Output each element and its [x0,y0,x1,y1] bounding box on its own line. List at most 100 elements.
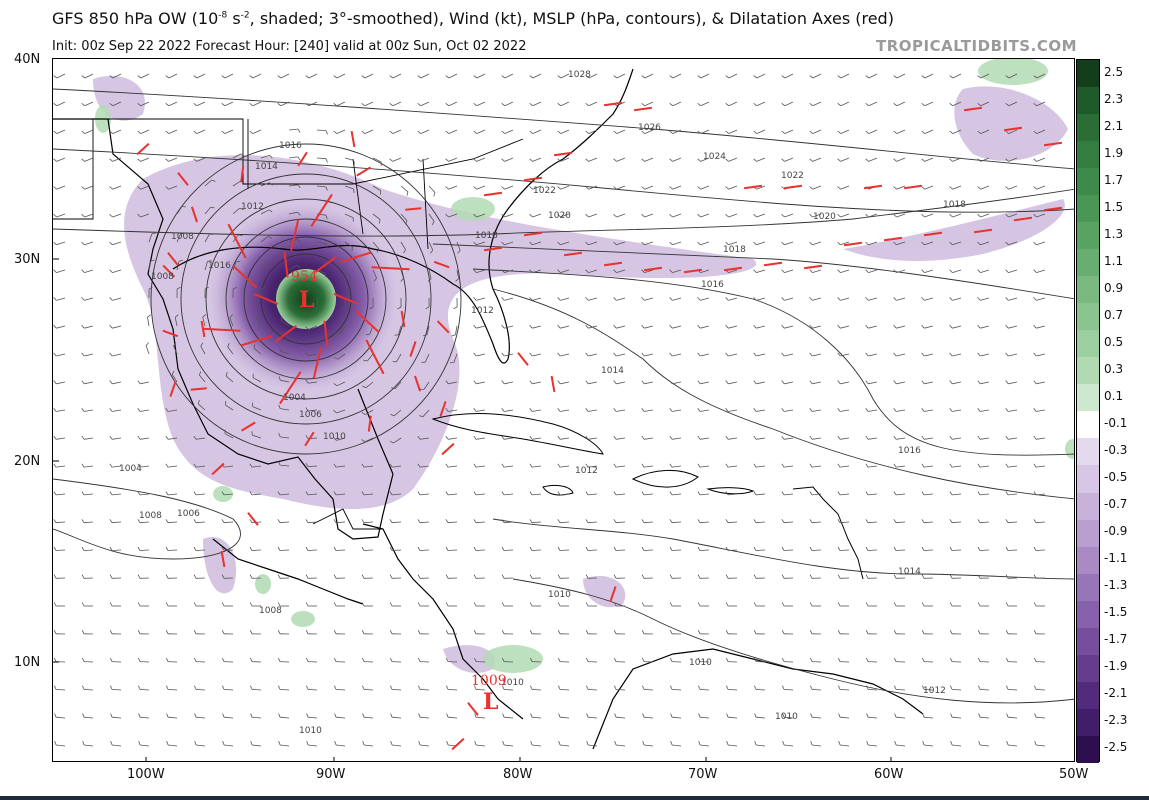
wind-barb-flag [221,75,226,79]
wind-barb-flag [977,657,981,662]
wind-barb-flag [585,491,589,496]
wind-barb [980,381,990,385]
dilatation-axis [1013,216,1033,222]
wind-barb [280,744,290,747]
wind-barb-flag [669,297,673,301]
wind-barb [419,716,430,719]
wind-barb [447,493,458,496]
wind-barb-flag [977,75,982,79]
wind-barb-flag [333,130,337,134]
wind-barb-flag [893,186,897,190]
wind-barb-flag [922,713,925,718]
wind-barb-flag [977,324,981,329]
isobar-label: 1014 [601,366,624,376]
wind-barb-flag [753,602,757,607]
wind-barb [84,157,94,162]
wind-barb-flag [725,491,729,496]
wind-barb [1035,521,1046,524]
wind-barb-flag [173,342,177,346]
wind-barb-flag [110,685,113,690]
wind-barb-flag [148,286,153,290]
dilatation-axis [211,462,225,476]
wind-barb-flag [753,380,757,385]
wind-barb [588,157,598,162]
wind-barb [868,73,878,79]
wind-barb-flag [949,435,953,440]
wind-barb [811,549,822,551]
wind-barb-flag [221,630,225,634]
wind-barb [56,185,66,190]
wind-barb [204,234,210,243]
wind-barb-flag [697,546,701,551]
wind-barb [279,464,290,467]
colorbar-label: 1.3 [1104,226,1124,241]
wind-barb [55,521,66,524]
colorbar-swatch [1077,222,1099,250]
wind-barb [448,185,458,190]
dilatation-axis [409,341,417,357]
wind-barb [980,465,990,468]
wind-barb-flag [893,158,897,162]
lat-lon-grid [53,258,892,761]
wind-barb-flag [669,435,673,440]
dilatation-axis [333,292,359,306]
wind-barb [812,465,822,468]
wind-barb-flag [1005,324,1009,329]
wind-barb-flag [781,574,785,579]
wind-barb [643,521,654,524]
wind-barb [532,269,542,273]
wind-barb [279,689,290,691]
wind-barb [560,269,570,273]
wind-barb [644,465,654,468]
wind-barb [56,101,66,107]
wind-barb [784,73,794,79]
wind-barb [868,465,878,468]
wind-barb-flag [1033,213,1037,218]
wind-barb-flag [922,741,925,746]
wind-barb [952,325,962,329]
wind-barb [868,129,878,134]
wind-barb [867,493,878,496]
wind-barb-flag [348,277,351,281]
wind-barb-flag [417,158,421,162]
wind-barb [168,185,178,190]
wind-barb [755,689,766,691]
wind-barb-flag [253,344,256,349]
wind-barb-flag [949,408,953,412]
wind-barb-flag [418,415,424,418]
wind-barb [308,744,318,747]
wind-barb-flag [809,546,813,551]
wind-barb-flag [221,519,225,523]
wind-barb-flag [809,241,813,246]
wind-barb-flag [949,574,953,579]
wind-barb [363,549,374,551]
wind-barb-flag [54,741,57,746]
wind-barb-flag [921,297,925,301]
wind-barb-flag [289,287,294,290]
wind-barb-flag [921,241,925,246]
wind-barb [308,353,318,357]
wind-barb-flag [296,265,301,268]
wind-barb-flag [405,220,408,225]
wind-barb [198,403,206,411]
wind-barb-flag [81,102,86,107]
wind-barb-flag [501,186,505,190]
wind-barb [811,689,822,691]
wind-barb [728,241,738,246]
wind-barb [560,465,570,468]
wind-barb-flag [445,435,449,440]
wind-barb-flag [53,352,57,357]
wind-barb-flag [698,713,701,718]
wind-barb-flag [558,713,561,718]
colorbar-label: -1.5 [1104,605,1128,620]
wind-barb-flag [641,352,645,357]
wind-barb-flag [781,75,786,79]
wind-barb-flag [249,519,253,523]
wind-barb [559,549,570,551]
title-part: GFS 850 hPa OW (10 [52,9,219,28]
wind-barb [56,129,66,134]
chart-title: GFS 850 hPa OW (10-8 s-2, shaded; 3°-smo… [52,9,894,28]
wind-barb [176,233,181,243]
wind-barb [84,353,94,357]
wind-barb [560,353,570,357]
